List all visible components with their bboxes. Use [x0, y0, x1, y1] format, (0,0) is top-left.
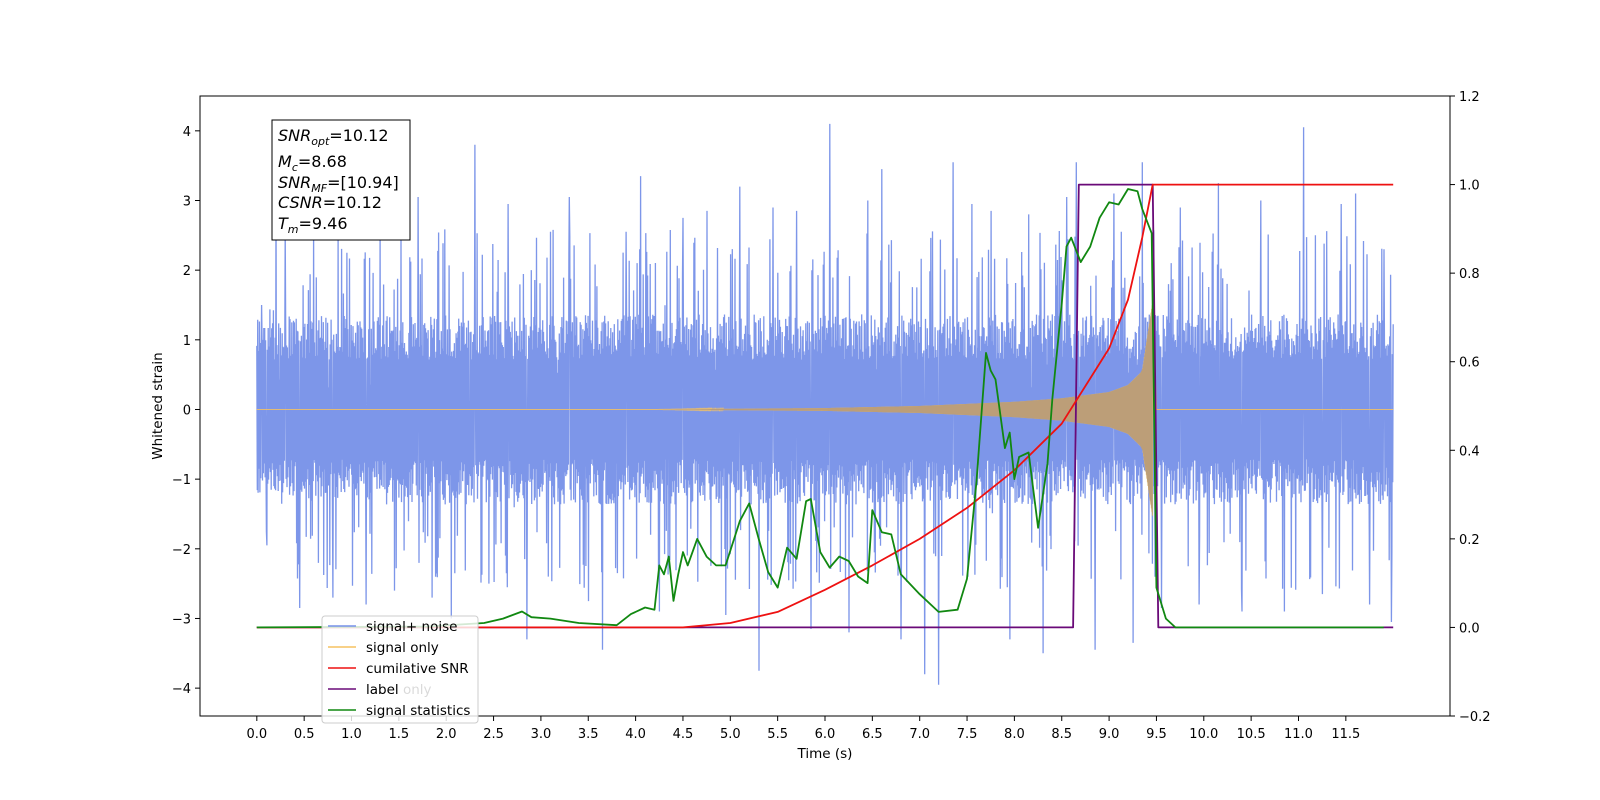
legend-label-signal-statistics: signal statistics: [366, 703, 470, 719]
y-tick-label: 0: [183, 403, 191, 418]
y-tick-label: −4: [172, 682, 191, 697]
y2-tick-label: 0.8: [1459, 267, 1480, 282]
info-snr-opt: SNRopt=10.12: [278, 126, 389, 148]
plot-area: [256, 123, 1394, 685]
info-tm: Tm=9.46: [278, 214, 348, 236]
x-tick-label: 5.0: [720, 727, 741, 742]
y2-tick-label: −0.2: [1459, 710, 1491, 725]
x-tick-label: 7.5: [957, 727, 978, 742]
x-tick-label: 7.0: [909, 727, 930, 742]
y-tick-label: 4: [183, 125, 191, 140]
x-tick-label: 9.0: [1099, 727, 1120, 742]
y2-tick-label: 0.0: [1459, 621, 1480, 636]
y-tick-label: 1: [183, 334, 191, 349]
legend: label only signal+ noise signal only cum…: [321, 615, 479, 724]
x-tick-label: 10.5: [1237, 727, 1266, 742]
x-tick-label: 6.0: [815, 727, 836, 742]
y-tick-label: 3: [183, 194, 191, 209]
right-axis-series: [256, 183, 1394, 629]
x-tick-label: 8.0: [1004, 727, 1025, 742]
x-axis-title: Time (s): [797, 746, 853, 762]
signal-noise-line: [256, 123, 1394, 685]
y2-tick-label: 0.6: [1459, 356, 1480, 371]
y2-tick-label: 1.2: [1459, 90, 1480, 105]
x-tick-label: 1.0: [341, 727, 362, 742]
x-tick-label: 4.5: [673, 727, 694, 742]
x-tick-label: 0.5: [294, 727, 315, 742]
x-tick-label: 11.5: [1331, 727, 1360, 742]
y-tick-label: −1: [172, 473, 191, 488]
y2-tick-label: 0.2: [1459, 533, 1480, 548]
x-tick-label: 9.5: [1146, 727, 1167, 742]
x-tick-label: 0.0: [246, 727, 267, 742]
info-mc: Mc=8.68: [278, 152, 347, 174]
legend-label-signal-only: signal only: [366, 640, 439, 656]
x-tick-label: 3.0: [531, 727, 552, 742]
y2-tick-label: 0.4: [1459, 444, 1480, 459]
x-tick-label: 6.5: [862, 727, 883, 742]
x-tick-label: 11.0: [1284, 727, 1313, 742]
legend-label-signal-noise: signal+ noise: [366, 619, 457, 635]
y-tick-label: 2: [183, 264, 191, 279]
signal-only-series: [256, 301, 1394, 518]
x-tick-label: 3.5: [578, 727, 599, 742]
info-snr-mf: SNRMF=[10.94]: [278, 173, 399, 195]
x-tick-label: 8.5: [1051, 727, 1072, 742]
y-axis-title: Whitened strain: [150, 352, 166, 459]
signal-only-fill: [654, 301, 1153, 518]
x-axis: 0.0 0.5 1.0 1.5 2.0 2.5 3.0 3.5 4.0 4.5 5.0 5.5 6.0 6…: [246, 716, 1360, 742]
legend-label-label: label: [366, 682, 399, 698]
x-tick-label: 10.0: [1189, 727, 1218, 742]
x-tick-label: 1.5: [389, 727, 410, 742]
legend-label-cumulative-snr: cumilative SNR: [366, 661, 469, 677]
x-tick-label: 2.0: [436, 727, 457, 742]
y-axis-right: 1.2 1.0 0.8 0.6 0.4 0.2 0.0 −0.2: [1450, 90, 1491, 725]
x-tick-label: 5.5: [767, 727, 788, 742]
y-tick-label: −3: [172, 612, 191, 627]
signal-statistics-line: [256, 188, 1384, 629]
legend-hidden-label: label only: [366, 682, 432, 698]
info-csnr: CSNR=10.12: [278, 193, 382, 212]
cumulative-snr-line: [256, 183, 1394, 629]
info-box: SNRopt=10.12 Mc=8.68 SNRMF=[10.94] CSNR=…: [271, 119, 411, 241]
y-axis-left: 4 3 2 1 0 −1 −2 −3 −4: [172, 125, 200, 697]
x-tick-label: 4.0: [625, 727, 646, 742]
signal-noise-series: [256, 123, 1394, 685]
y-tick-label: −2: [172, 543, 191, 558]
x-tick-label: 2.5: [483, 727, 504, 742]
y2-tick-label: 1.0: [1459, 179, 1480, 194]
